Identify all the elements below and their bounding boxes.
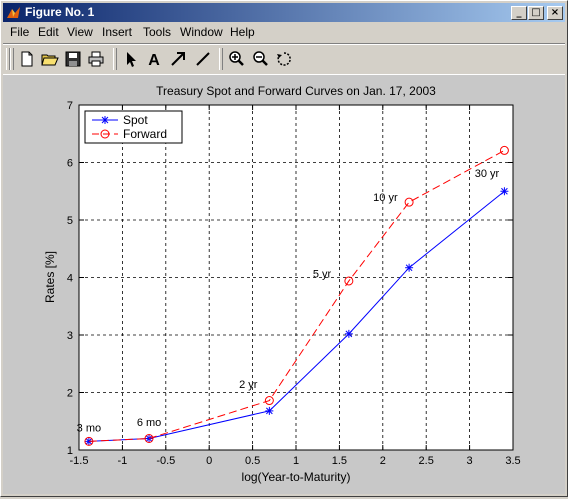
zoom-out-icon[interactable] [250,49,270,69]
x-tick-label: -1 [118,455,128,467]
legend[interactable]: Spot Forward [84,110,183,144]
forward-point [344,276,354,286]
forward-point [404,197,414,207]
minimize-button[interactable]: _ [511,6,527,20]
window-title: Figure No. 1 [25,5,95,19]
toolbar-grip[interactable] [6,48,10,70]
forward-line [88,149,505,442]
legend-spot-star [101,116,109,124]
figure-canvas: -1.5 -1 -0.5 0 0.5 1 1.5 2 2.5 3 3.5 1 2 3 4 5 6 7 Treasu… [3,75,565,494]
x-tick-label: 0.5 [245,455,260,467]
toolbar-grip[interactable] [10,48,14,70]
star-stroke [265,407,273,415]
legend-spot-label: Spot [123,113,148,127]
annotations: 3 mo 6 mo 2 yr 5 yr 10 yr 30 yr [77,168,500,435]
y-tick-label: 5 [67,215,73,227]
menu-insert[interactable]: Insert [102,25,133,39]
select-arrow-icon[interactable] [121,49,141,69]
y-tick-label: 3 [67,330,73,342]
legend-forward-marker [100,129,110,139]
spot-point [265,406,274,415]
x-tick-label: 1.5 [332,455,347,467]
grid-lines [79,105,513,450]
x-tick-label: 3 [467,455,473,467]
forward-point [144,434,154,443]
x-tick-label: -0.5 [156,455,175,467]
y-axis-label: Rates [%] [43,251,57,303]
menu-window[interactable]: Window [180,25,223,39]
svg-text:A: A [148,52,160,69]
star-stroke [345,330,353,338]
forward-point [264,396,274,406]
data-annotation: 6 mo [137,417,161,429]
data-annotation: 10 yr [373,192,398,204]
title-bar[interactable]: Figure No. 1 _ □ × [3,3,565,22]
x-axis-label: log(Year-to-Maturity) [242,470,351,484]
y-tick-label: 2 [67,388,73,400]
forward-point [499,145,509,155]
toolbar: A [3,43,565,75]
axis-ticks: -1.5 -1 -0.5 0 0.5 1 1.5 2 2.5 3 3.5 1 2 3 4 5 6 7 [67,100,521,467]
rotate-icon[interactable] [274,49,294,69]
series-layer [84,145,509,446]
star-stroke [405,264,413,272]
forward-point [84,436,94,446]
matlab-logo-icon [7,7,20,18]
x-tick-label: -1.5 [70,455,89,467]
text-A-icon[interactable]: A [144,49,164,69]
legend-spot-marker [101,116,109,124]
maximize-button[interactable]: □ [528,6,544,20]
close-button[interactable]: × [547,6,563,20]
y-tick-label: 6 [67,158,73,170]
menu-bar: File Edit View Insert Tools Window Help [3,23,565,42]
data-annotation: 5 yr [313,269,332,281]
data-annotation: 2 yr [239,379,258,391]
open-folder-icon[interactable] [40,49,60,69]
chart-svg: -1.5 -1 -0.5 0 0.5 1 1.5 2 2.5 3 3.5 1 2 3 4 5 6 7 Treasu… [43,84,521,484]
menu-tools[interactable]: Tools [143,25,172,39]
x-tick-label: 3.5 [505,455,520,467]
toolbar-separator [219,48,223,70]
spot-point [405,263,414,272]
x-tick-label: 0 [206,455,212,467]
menu-edit[interactable]: Edit [38,25,59,39]
x-tick-label: 2.5 [419,455,434,467]
y-tick-label: 1 [67,445,73,457]
legend-forward-label: Forward [123,127,167,141]
zoom-in-icon[interactable] [226,49,246,69]
data-annotation: 30 yr [475,168,500,180]
arrow-icon[interactable] [168,49,188,69]
data-annotation: 3 mo [77,423,101,435]
x-tick-label: 2 [380,455,386,467]
x-tick-label: 1 [293,455,299,467]
star-stroke [501,187,508,195]
star-stroke [101,116,109,124]
spot-point [500,187,509,196]
menu-help[interactable]: Help [230,25,255,39]
spot-point [344,329,353,338]
menu-view[interactable]: View [67,25,93,39]
line-icon[interactable] [193,49,213,69]
y-tick-label: 7 [67,100,73,112]
save-disk-icon[interactable] [63,49,83,69]
new-file-icon[interactable] [17,49,37,69]
chart-title: Treasury Spot and Forward Curves on Jan.… [156,84,436,98]
menu-file[interactable]: File [10,25,30,39]
toolbar-separator [113,48,117,70]
y-tick-label: 4 [67,273,73,285]
print-icon[interactable] [86,49,106,69]
